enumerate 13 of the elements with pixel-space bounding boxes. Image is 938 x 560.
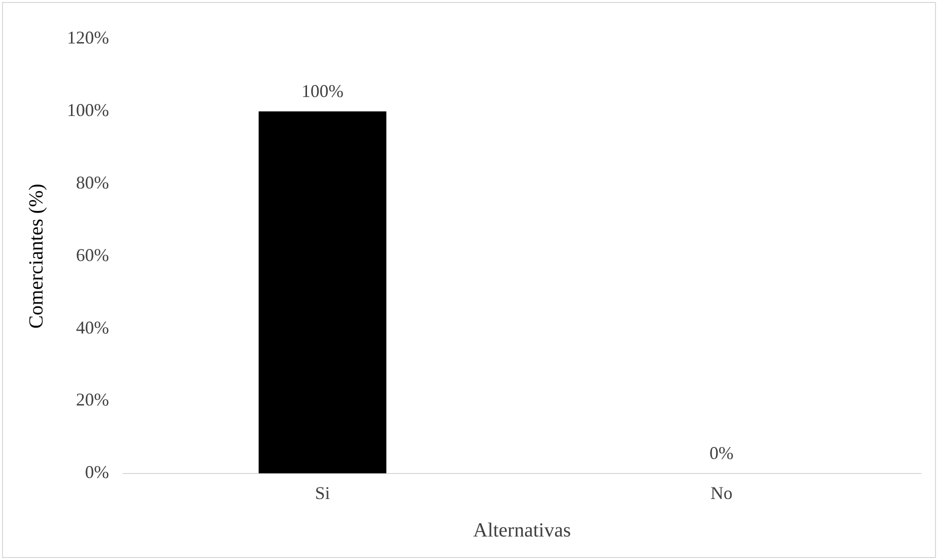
y-tick-label: 20% xyxy=(76,390,109,410)
y-tick-label: 100% xyxy=(66,100,109,120)
x-tick-label: Si xyxy=(314,482,330,503)
y-tick-label: 120% xyxy=(66,28,109,48)
x-axis-title: Alternativas xyxy=(473,519,572,542)
y-tick-label: 80% xyxy=(76,172,109,193)
y-tick-label: 60% xyxy=(76,244,109,265)
x-tick-label: No xyxy=(710,482,732,503)
data-label: 0% xyxy=(710,443,734,464)
y-axis-title: Comerciantes (%) xyxy=(25,184,48,329)
y-tick-label: 0% xyxy=(84,462,109,482)
y-tick-label: 40% xyxy=(76,317,109,338)
data-label: 100% xyxy=(301,81,344,102)
